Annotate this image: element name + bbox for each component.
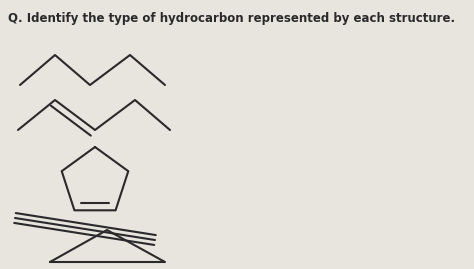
Text: Q. Identify the type of hydrocarbon represented by each structure.: Q. Identify the type of hydrocarbon repr…	[8, 12, 455, 25]
